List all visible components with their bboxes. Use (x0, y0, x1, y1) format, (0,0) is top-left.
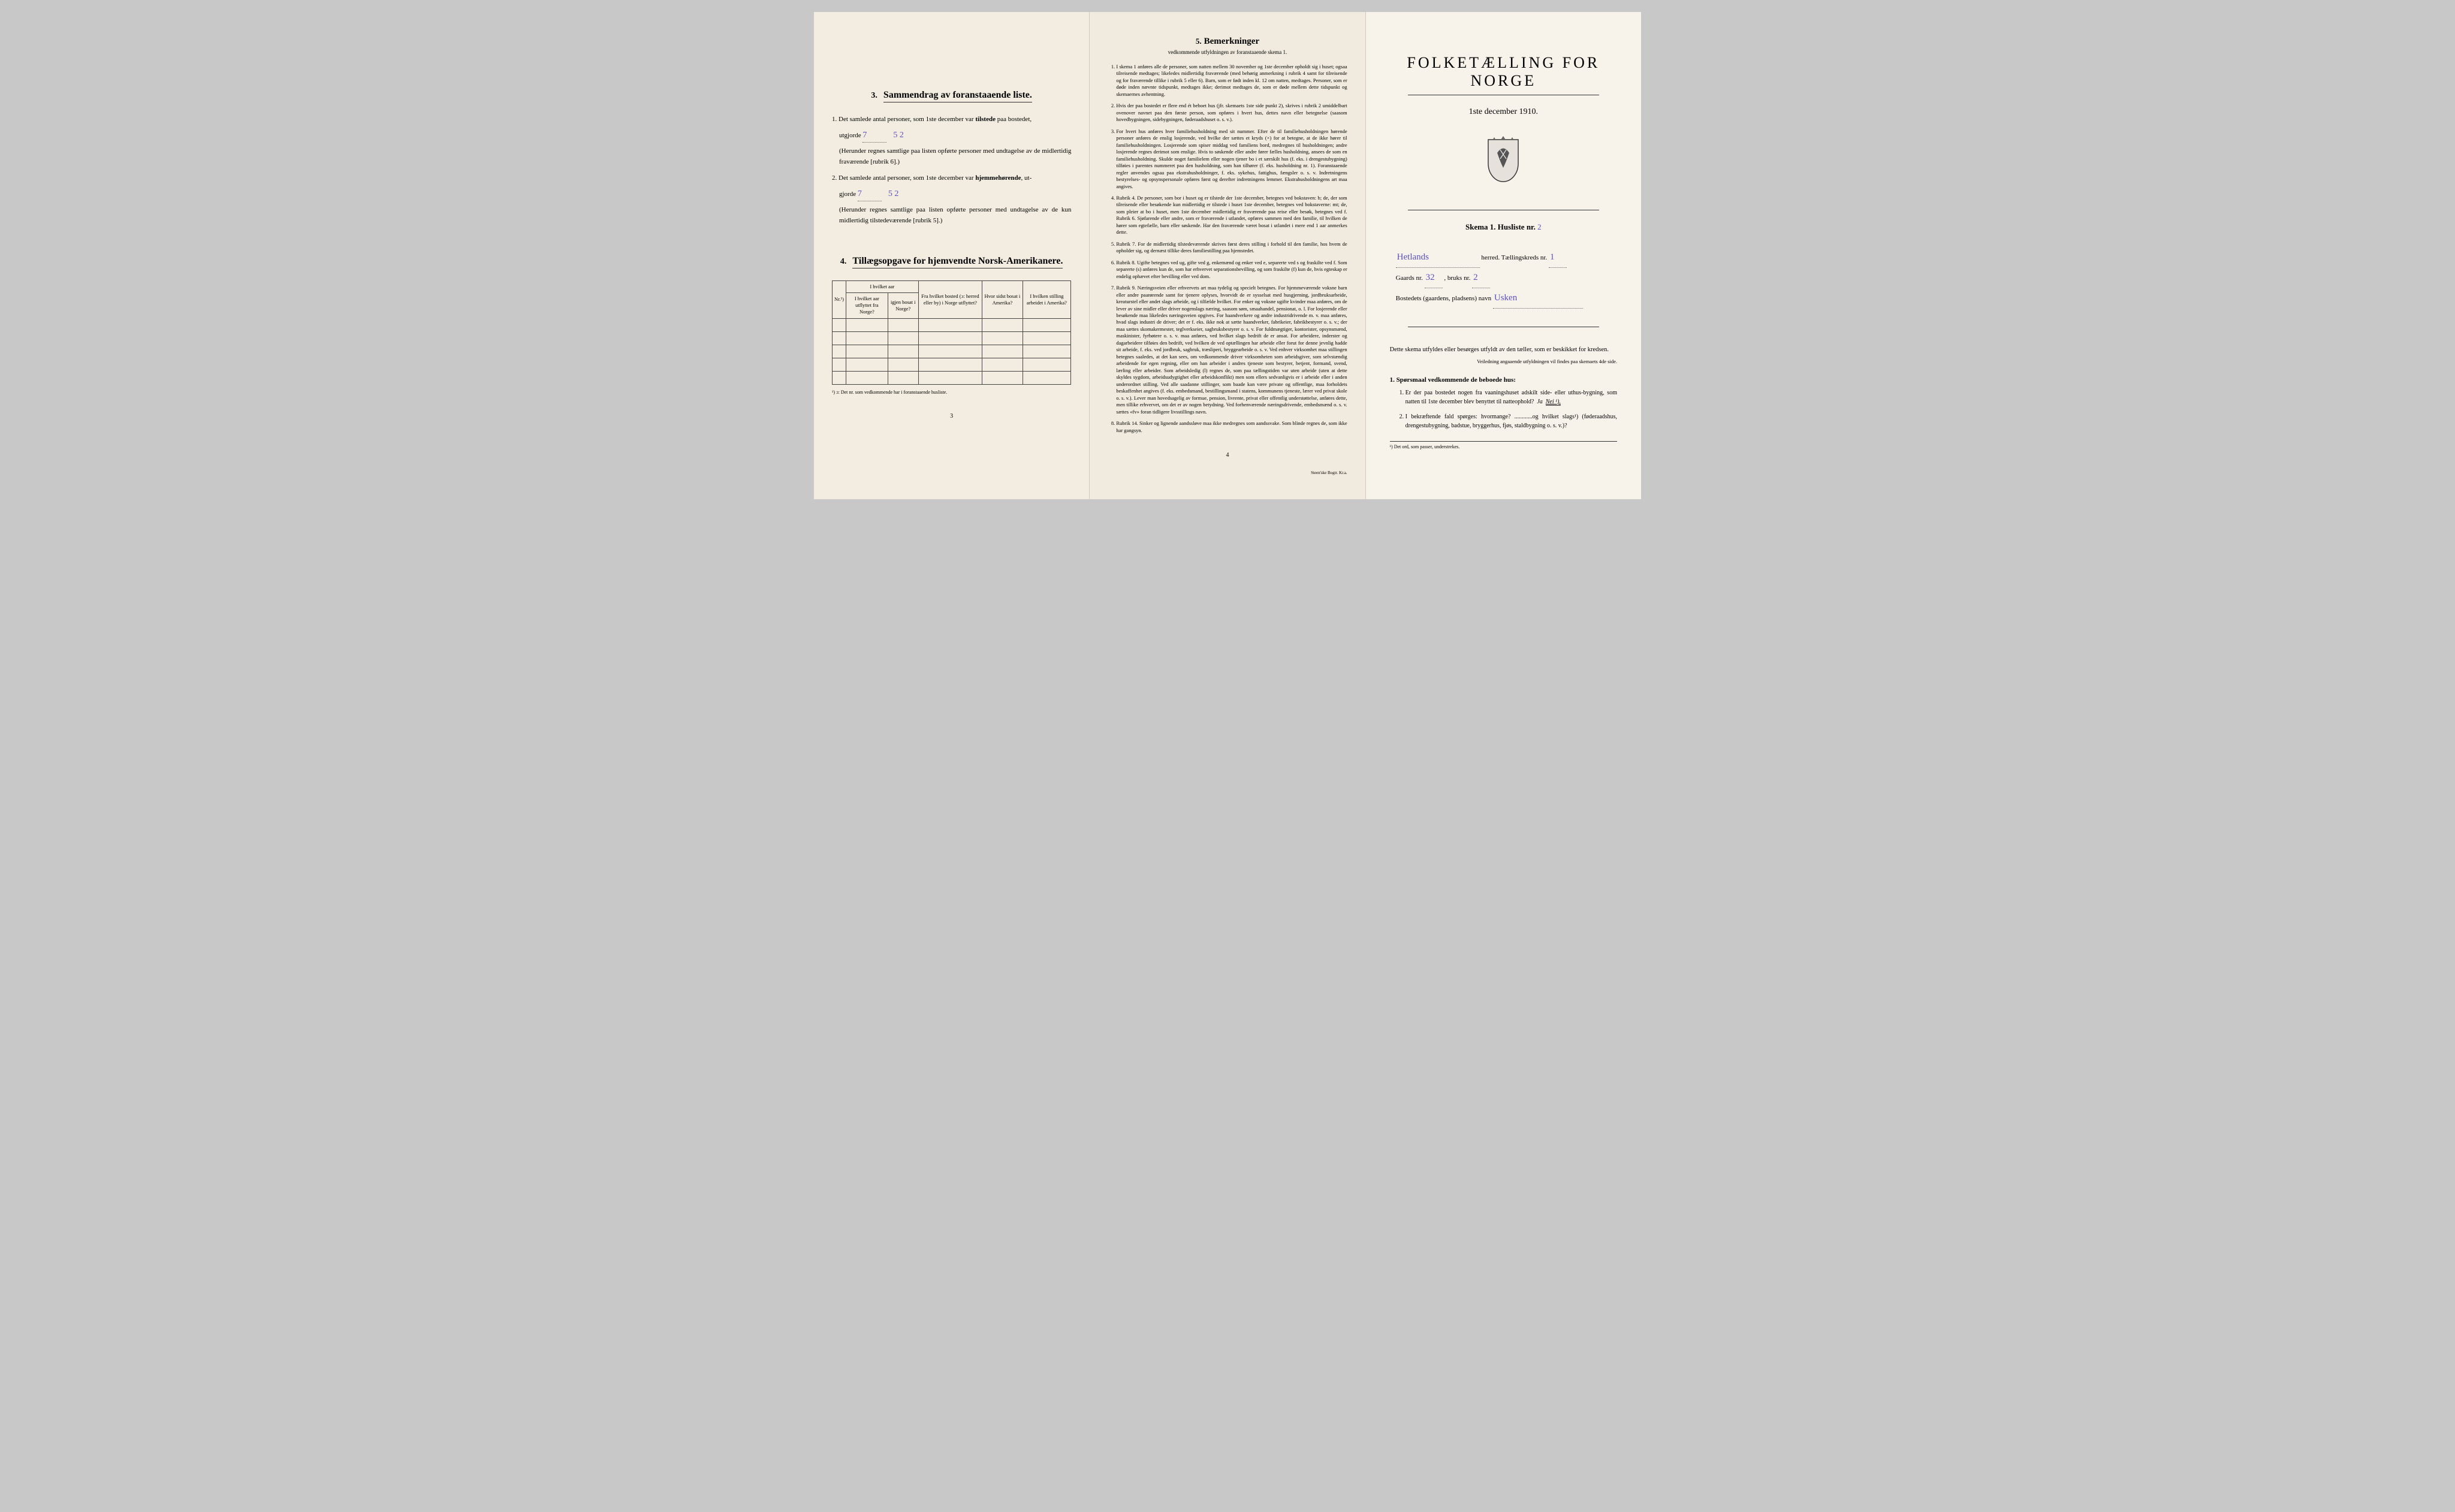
sec3-gjorde: gjorde 7 5 2 (839, 188, 1071, 201)
document-spread: 3. Sammendrag av foranstaaende liste. 1.… (814, 12, 1641, 499)
table-row (833, 318, 1071, 331)
section-5-sub: vedkommende utfyldningen av foranstaaend… (1108, 49, 1347, 55)
col-year-back: igjen bosat i Norge? (888, 293, 918, 318)
bem-item: I skema 1 anføres alle de personer, som … (1116, 64, 1347, 98)
cover-footnote: ¹) Det ord, som passer, understrekes. (1390, 444, 1617, 449)
section-5-title: Bemerkninger (1204, 37, 1259, 46)
bosted-line: Bostedets (gaardens, pladsens) navn Uske… (1396, 288, 1611, 309)
handwritten-correction: 5 2 (888, 189, 899, 198)
q1-text: Er der paa bostedet nogen fra vaaningshu… (1406, 390, 1617, 405)
col-where: Hvor sidst bosat i Amerika? (982, 281, 1023, 318)
table-row (833, 331, 1071, 345)
bem-item: Rubrik 9. Næringsveien eller erhvervets … (1116, 285, 1347, 415)
section-5-heading: 5. Bemerkninger (1108, 36, 1347, 47)
handwritten-correction: 5 2 (893, 131, 904, 140)
emigrant-table: Nr.¹) I hvilket aar Fra hvilket bosted (… (832, 280, 1071, 384)
bem-item: Hvis der paa bostedet er flere end ét be… (1116, 102, 1347, 123)
handwritten-value: 7 (862, 129, 886, 143)
question-2: I bekræftende fald spørges: hvormange? .… (1406, 412, 1617, 430)
handwritten-value: 7 (858, 188, 882, 201)
table-row (833, 345, 1071, 358)
kreds-nr: 1 (1549, 248, 1567, 268)
bosted-name: Usken (1493, 288, 1583, 309)
cover-title: FOLKETÆLLING FOR NORGE (1384, 54, 1623, 90)
text-bold: tilstede (975, 116, 996, 123)
herred-name: Hetlands (1396, 248, 1480, 268)
col-from: Fra hvilket bosted (ɔ: herred eller by) … (918, 281, 982, 318)
table-row (833, 371, 1071, 384)
herred-line: Hetlands herred. Tællingskreds nr. 1 (1396, 248, 1611, 268)
coat-of-arms-icon (1384, 135, 1623, 192)
text: herred. Tællingskreds nr. (1481, 254, 1547, 261)
sec3-note1: (Herunder regnes samtlige paa listen opf… (839, 146, 1071, 167)
gaards-line: Gaards nr. 32 , bruks nr. 2 (1396, 268, 1611, 288)
text: utgjorde (839, 132, 861, 139)
text: gjorde (839, 191, 856, 198)
bem-item: Rubrik 7. For de midlertidig tilstedevær… (1116, 241, 1347, 255)
sec3-item1: 1. Det samlede antal personer, som 1ste … (832, 114, 1071, 125)
table-body (833, 318, 1071, 384)
col-nr: Nr.¹) (833, 281, 846, 318)
text: 1. Det samlede antal personer, som 1ste … (832, 116, 975, 123)
q1-ja: Ja (1537, 399, 1542, 405)
text-bold: hjemmehørende (975, 174, 1021, 182)
bem-item: For hvert hus anføres hver familiehushol… (1116, 128, 1347, 190)
col-year-out: I hvilket aar utflyttet fra Norge? (846, 293, 888, 318)
page-number: 4 (1108, 452, 1347, 458)
text: Bostedets (gaardens, pladsens) navn (1396, 295, 1491, 302)
cover-fields: Hetlands herred. Tællingskreds nr. 1 Gaa… (1396, 248, 1611, 309)
husliste-nr: 2 (1537, 222, 1542, 231)
question-1: Er der paa bostedet nogen fra vaaningshu… (1406, 388, 1617, 406)
panel-middle: 5. Bemerkninger vedkommende utfyldningen… (1090, 12, 1365, 499)
sec3-note2: (Herunder regnes samtlige paa listen opf… (839, 205, 1071, 226)
sec3-item2: 2. Det samlede antal personer, som 1ste … (832, 173, 1071, 184)
bruks-nr: 2 (1472, 268, 1490, 288)
table-head: Nr.¹) I hvilket aar Fra hvilket bosted (… (833, 281, 1071, 318)
section-4-title: Tillægsopgave for hjemvendte Norsk-Ameri… (852, 256, 1063, 268)
bem-item: Rubrik 8. Ugifte betegnes ved ug, gifte … (1116, 259, 1347, 280)
rule (1390, 441, 1617, 442)
panel-right-cover: FOLKETÆLLING FOR NORGE 1ste december 191… (1366, 12, 1641, 499)
table-footnote: ¹) ɔ: Det nr. som vedkommende har i fora… (832, 390, 1071, 395)
panel-left: 3. Sammendrag av foranstaaende liste. 1.… (814, 12, 1090, 499)
cover-date: 1ste december 1910. (1384, 107, 1623, 117)
section-3-title: Sammendrag av foranstaaende liste. (883, 90, 1032, 102)
section-3-num: 3. (871, 91, 877, 100)
col-job: I hvilken stilling arbeidet i Amerika? (1023, 281, 1071, 318)
text: , bruks nr. (1444, 274, 1470, 282)
sec3-utgjorde1: utgjorde 7 5 2 (839, 129, 1071, 143)
text: Gaards nr. (1396, 274, 1423, 282)
section-4-heading: 4. Tillægsopgave for hjemvendte Norsk-Am… (832, 256, 1071, 268)
section-4-num: 4. (840, 257, 847, 266)
question-heading: 1. Spørsmaal vedkommende de beboede hus: (1390, 376, 1617, 384)
skema-label: Skema 1. Husliste nr. (1465, 222, 1536, 231)
bem-item: Rubrik 14. Sinker og lignende aandssløve… (1116, 420, 1347, 434)
text: paa bostedet, (996, 116, 1032, 123)
text: 2. Det samlede antal personer, som 1ste … (832, 174, 975, 182)
skema-line: Skema 1. Husliste nr. 2 (1384, 222, 1623, 232)
section-3-heading: 3. Sammendrag av foranstaaende liste. (832, 90, 1071, 102)
cover-paragraph: Dette skema utfyldes eller besørges utfy… (1390, 345, 1617, 355)
printer-credit: Steen'ske Bogtr. Kr.a. (1108, 470, 1347, 475)
page-number: 3 (832, 413, 1071, 420)
bemerkninger-list: I skema 1 anføres alle de personer, som … (1108, 64, 1347, 434)
gaards-nr: 32 (1425, 268, 1443, 288)
text: , ut- (1021, 174, 1032, 182)
cover-small-note: Veiledning angaaende utfyldningen vil fi… (1390, 358, 1617, 364)
col-year-group: I hvilket aar (846, 281, 919, 293)
q1-nei-underlined: Nei ¹). (1546, 399, 1561, 406)
question-list: Er der paa bostedet nogen fra vaaningshu… (1390, 388, 1617, 430)
bem-item: Rubrik 4. De personer, som bor i huset o… (1116, 195, 1347, 236)
section-5-num: 5. (1196, 37, 1202, 46)
table-row (833, 358, 1071, 371)
